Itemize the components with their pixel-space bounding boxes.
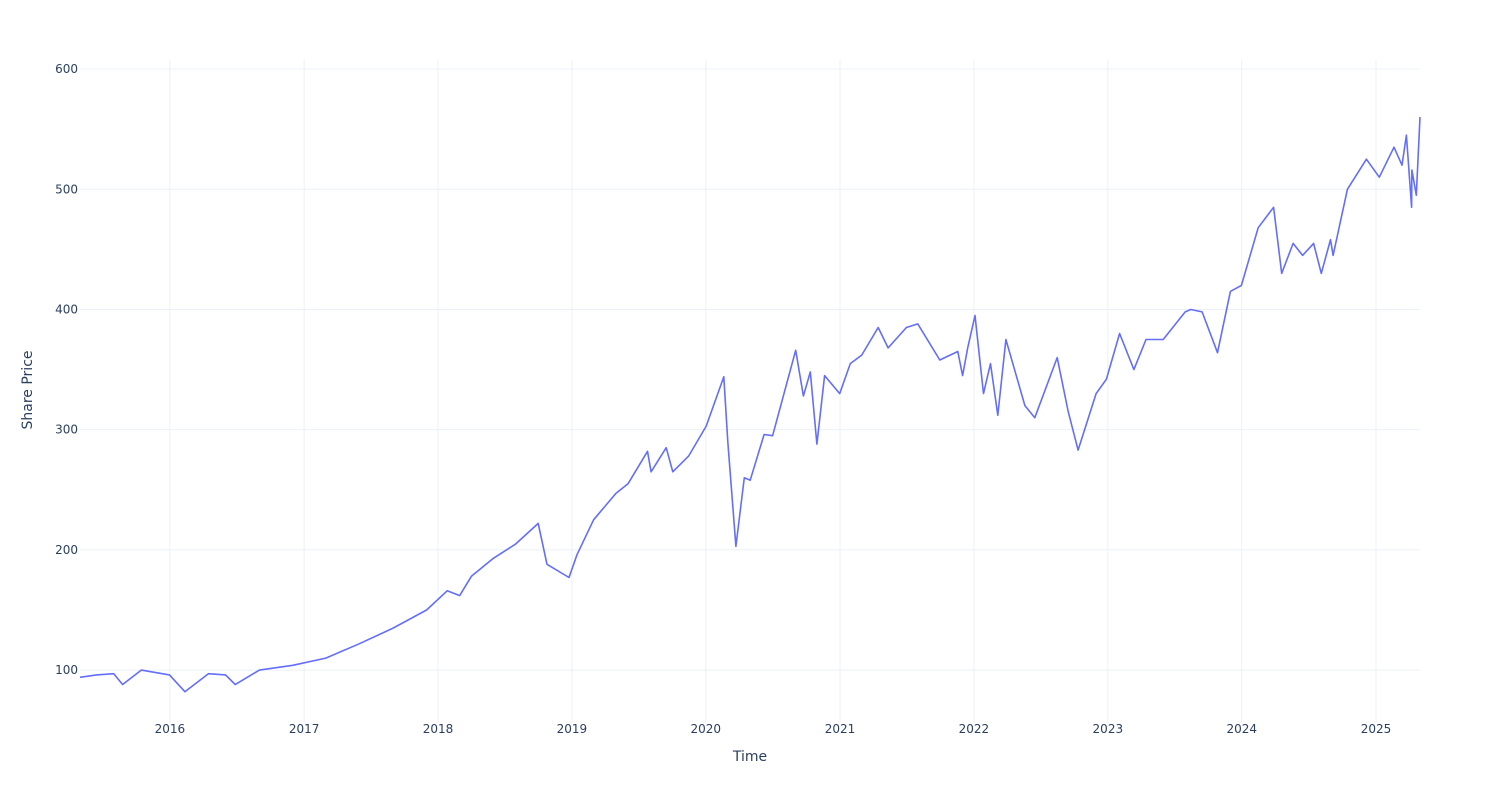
share-price-series-line — [79, 117, 1421, 693]
x-tick-label: 2019 — [557, 722, 588, 736]
x-tick-label: 2021 — [825, 722, 856, 736]
y-tick-label: 300 — [55, 423, 78, 437]
y-axis-ticks: 100 200 300 400 500 600 — [55, 62, 78, 677]
y-tick-label: 200 — [55, 543, 78, 557]
x-axis-ticks: 2016 2017 2018 2019 2020 2021 2022 2023 … — [155, 722, 1392, 736]
x-tick-label: 2024 — [1226, 722, 1257, 736]
x-tick-label: 2016 — [155, 722, 186, 736]
y-tick-label: 600 — [55, 62, 78, 76]
y-tick-label: 500 — [55, 182, 78, 196]
x-tick-label: 2023 — [1093, 722, 1124, 736]
y-axis-title: Share Price — [20, 350, 36, 429]
x-tick-label: 2018 — [423, 722, 454, 736]
y-tick-label: 100 — [55, 663, 78, 677]
x-tick-label: 2022 — [959, 722, 990, 736]
gridlines — [80, 60, 1420, 723]
x-axis-title: Time — [732, 749, 767, 765]
x-tick-label: 2017 — [289, 722, 320, 736]
y-tick-label: 400 — [55, 302, 78, 316]
x-tick-label: 2025 — [1361, 722, 1392, 736]
x-tick-label: 2020 — [691, 722, 722, 736]
